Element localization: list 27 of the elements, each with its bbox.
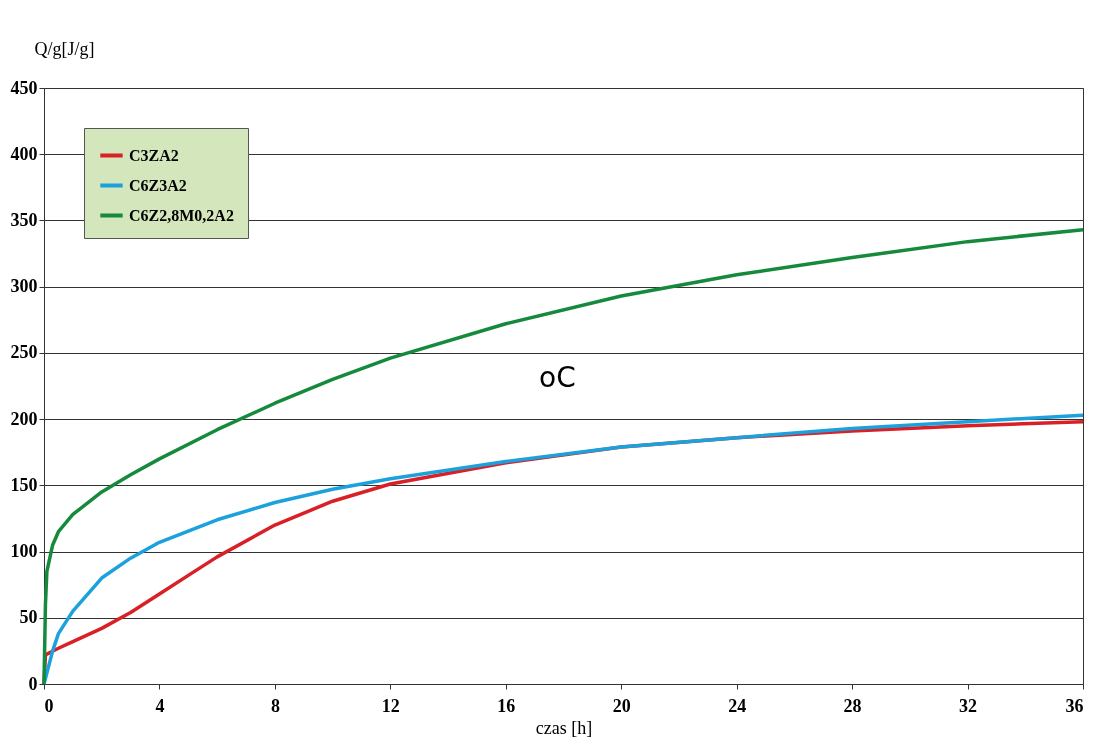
- x-tick-label: 24: [728, 695, 747, 716]
- x-tick-label: 28: [843, 695, 862, 716]
- x-tick-label: 20: [612, 695, 631, 716]
- y-tick-label: 50: [19, 607, 38, 628]
- y-tick-label: 100: [10, 541, 38, 562]
- legend-label: C6Z3A2: [129, 176, 187, 194]
- annotation: oC: [539, 360, 576, 394]
- y-tick-label: 350: [10, 209, 38, 230]
- y-tick-label: 250: [10, 342, 38, 363]
- x-tick-label: 4: [155, 695, 165, 716]
- x-tick-label: 16: [497, 695, 516, 716]
- x-tick-label: 0: [44, 695, 54, 716]
- y-tick-label: 450: [10, 77, 38, 98]
- y-tick-label: 0: [28, 673, 38, 694]
- y-tick-label: 200: [10, 408, 38, 429]
- x-tick-label: 8: [270, 695, 280, 716]
- legend-label: C6Z2,8M0,2A2: [129, 206, 234, 224]
- x-tick-label: 12: [381, 695, 400, 716]
- line-series: [42, 227, 1085, 686]
- x-tick-label: 36: [1065, 695, 1084, 716]
- y-tick-label: 150: [10, 474, 38, 495]
- x-axis-title: czas [h]: [535, 717, 593, 738]
- y-axis-title: Q/g[J/g]: [34, 38, 95, 59]
- legend-label: C3ZA2: [129, 146, 179, 164]
- y-tick-label: 400: [10, 143, 38, 164]
- y-tick-label: 300: [10, 276, 38, 297]
- x-tick-label: 32: [959, 695, 978, 716]
